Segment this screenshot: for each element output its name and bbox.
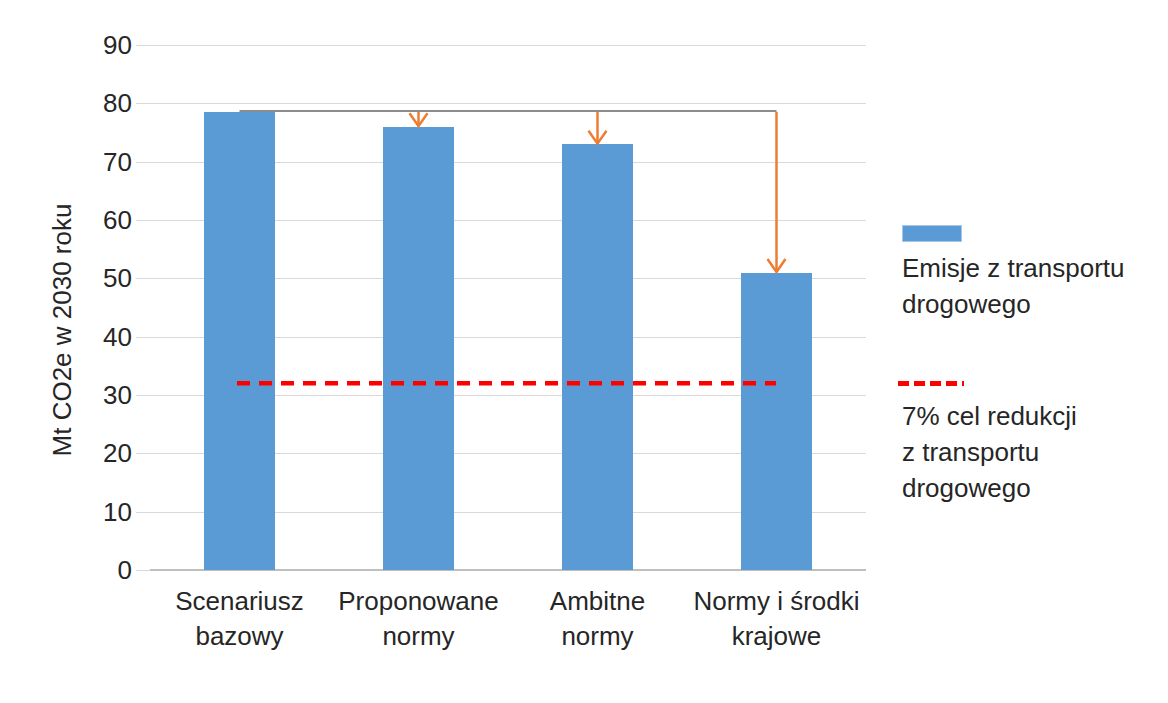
gridline (150, 45, 866, 46)
y-axis-tick-mark (136, 395, 150, 396)
legend-label-line: drogowego (902, 470, 1031, 506)
bar (383, 127, 454, 570)
y-axis-tick-mark (136, 453, 150, 454)
y-axis-tick-mark (136, 570, 150, 571)
y-tick-label: 60 (52, 204, 132, 236)
y-tick-label: 80 (52, 87, 132, 119)
gridline (150, 103, 866, 104)
legend-label-line: Emisje z transportu (902, 250, 1125, 286)
reduction-arrow-head (410, 113, 428, 126)
bar (204, 112, 275, 570)
y-axis-tick-mark (136, 162, 150, 163)
x-category-label: Normy i środkikrajowe (662, 584, 892, 654)
y-axis-tick-mark (136, 45, 150, 46)
y-tick-label: 70 (52, 146, 132, 178)
y-tick-label: 0 (52, 554, 132, 586)
legend-swatch-bar (902, 225, 962, 242)
y-tick-label: 90 (52, 29, 132, 61)
legend-label-line: 7% cel redukcji (902, 398, 1077, 434)
y-tick-label: 20 (52, 437, 132, 469)
bar (562, 144, 633, 570)
y-tick-label: 10 (52, 496, 132, 528)
bar (741, 273, 812, 571)
x-category-label-line: Normy i środki (662, 584, 892, 619)
y-axis-tick-mark (136, 103, 150, 104)
legend-label-line: z transportu (902, 434, 1039, 470)
y-axis-tick-mark (136, 337, 150, 338)
legend-swatch-dashed-line (898, 381, 964, 386)
y-axis-tick-mark (136, 220, 150, 221)
reduction-arrow-head (768, 259, 786, 272)
y-tick-label: 50 (52, 262, 132, 294)
y-axis-tick-mark (136, 278, 150, 279)
reduction-arrow-head (589, 131, 607, 144)
x-category-label-line: krajowe (662, 619, 892, 654)
legend-label-line: drogowego (902, 286, 1031, 322)
y-tick-label: 30 (52, 379, 132, 411)
y-tick-label: 40 (52, 321, 132, 353)
chart-canvas: Mt CO2e w 2030 roku 0102030405060708090 … (0, 0, 1168, 703)
y-axis-tick-mark (136, 512, 150, 513)
